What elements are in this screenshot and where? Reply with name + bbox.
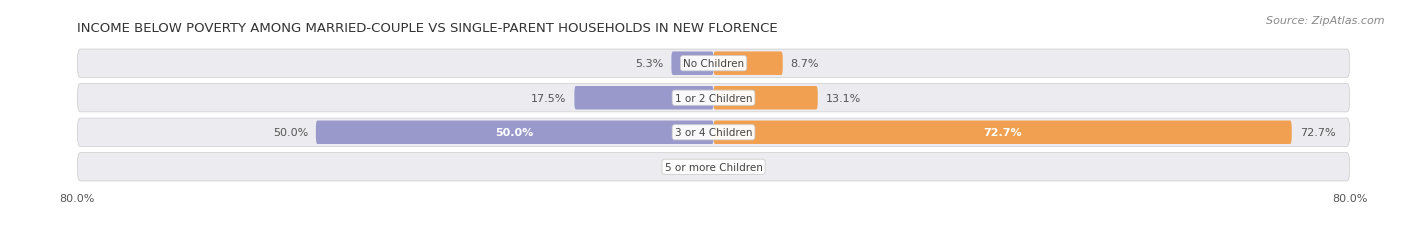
FancyBboxPatch shape [575,87,714,110]
Text: 5 or more Children: 5 or more Children [665,162,762,172]
FancyBboxPatch shape [714,121,1292,144]
Text: 72.7%: 72.7% [1299,128,1336,138]
Text: 8.7%: 8.7% [790,59,820,69]
Legend: Married Couples, Single Parents: Married Couples, Single Parents [591,228,837,231]
Text: 5.3%: 5.3% [636,59,664,69]
Text: 50.0%: 50.0% [495,128,534,138]
Text: 1 or 2 Children: 1 or 2 Children [675,93,752,103]
Text: 72.7%: 72.7% [983,128,1022,138]
Text: 0.0%: 0.0% [673,162,702,172]
Text: 50.0%: 50.0% [273,128,308,138]
FancyBboxPatch shape [672,52,714,76]
Text: 13.1%: 13.1% [825,93,860,103]
FancyBboxPatch shape [316,121,714,144]
Text: 17.5%: 17.5% [531,93,567,103]
Text: 3 or 4 Children: 3 or 4 Children [675,128,752,138]
Text: No Children: No Children [683,59,744,69]
FancyBboxPatch shape [714,52,783,76]
FancyBboxPatch shape [714,87,818,110]
Text: Source: ZipAtlas.com: Source: ZipAtlas.com [1267,16,1385,26]
FancyBboxPatch shape [77,119,1350,147]
Text: 0.0%: 0.0% [725,162,754,172]
FancyBboxPatch shape [77,84,1350,112]
FancyBboxPatch shape [77,50,1350,78]
FancyBboxPatch shape [77,153,1350,181]
Text: INCOME BELOW POVERTY AMONG MARRIED-COUPLE VS SINGLE-PARENT HOUSEHOLDS IN NEW FLO: INCOME BELOW POVERTY AMONG MARRIED-COUPL… [77,22,778,35]
